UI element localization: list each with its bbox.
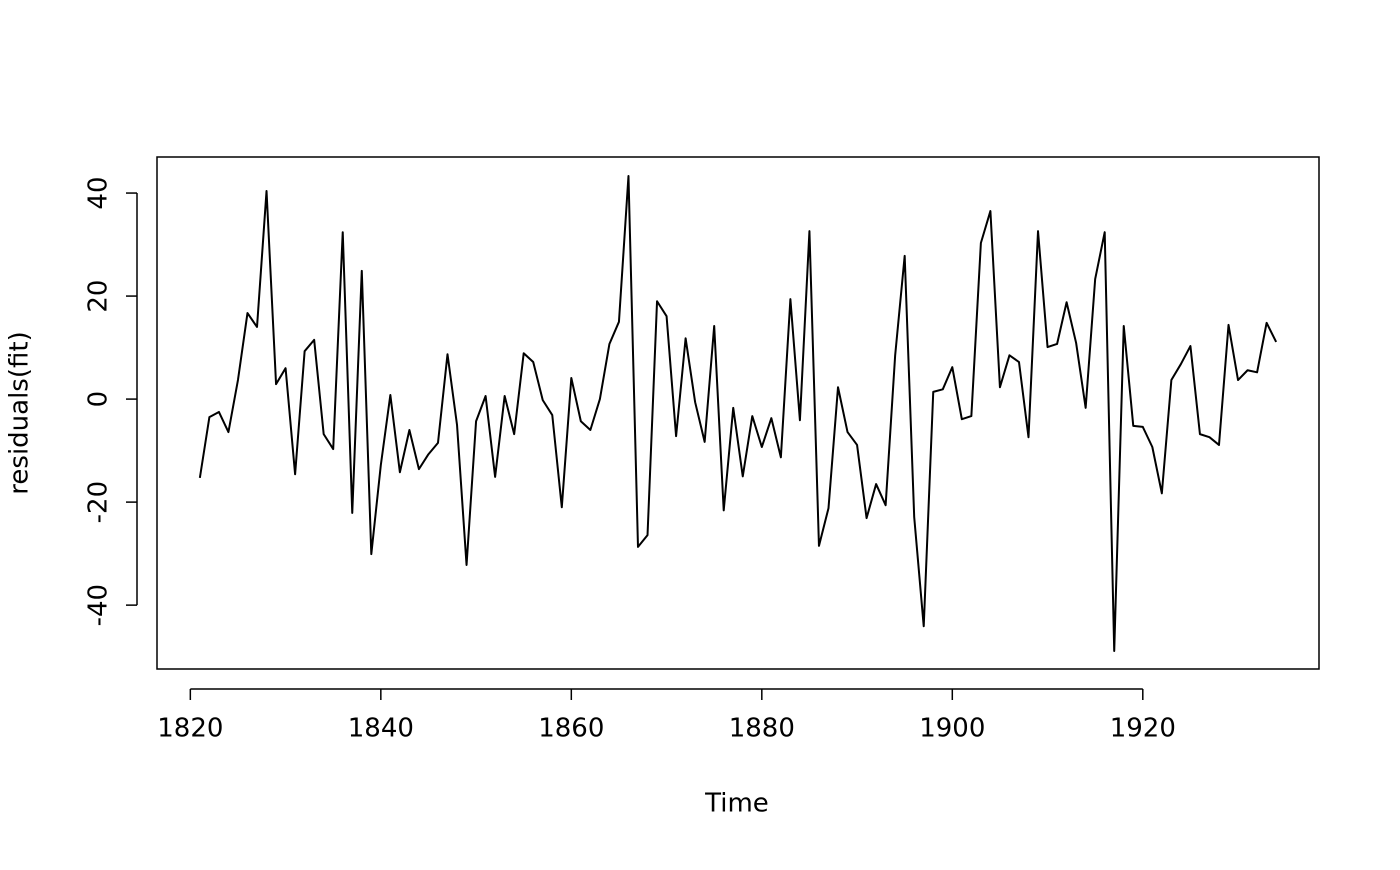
x-tick-label: 1860 bbox=[538, 714, 604, 744]
x-axis-title: Time bbox=[704, 789, 769, 819]
plot-frame bbox=[156, 156, 1320, 670]
x-tick-label: 1900 bbox=[919, 714, 985, 744]
y-tick-label: 20 bbox=[84, 280, 114, 313]
y-tick-label: -20 bbox=[84, 481, 114, 523]
x-tick-label: 1880 bbox=[729, 714, 795, 744]
y-tick-label: -40 bbox=[84, 584, 114, 626]
y-tick-label: 40 bbox=[84, 177, 114, 210]
y-tick-label: 0 bbox=[84, 391, 114, 408]
y-axis-title: residuals(fit) bbox=[5, 331, 35, 494]
x-tick-label: 1820 bbox=[157, 714, 223, 744]
data-line bbox=[198, 175, 1278, 652]
x-tick-label: 1840 bbox=[348, 714, 414, 744]
x-tick-label: 1920 bbox=[1110, 714, 1176, 744]
